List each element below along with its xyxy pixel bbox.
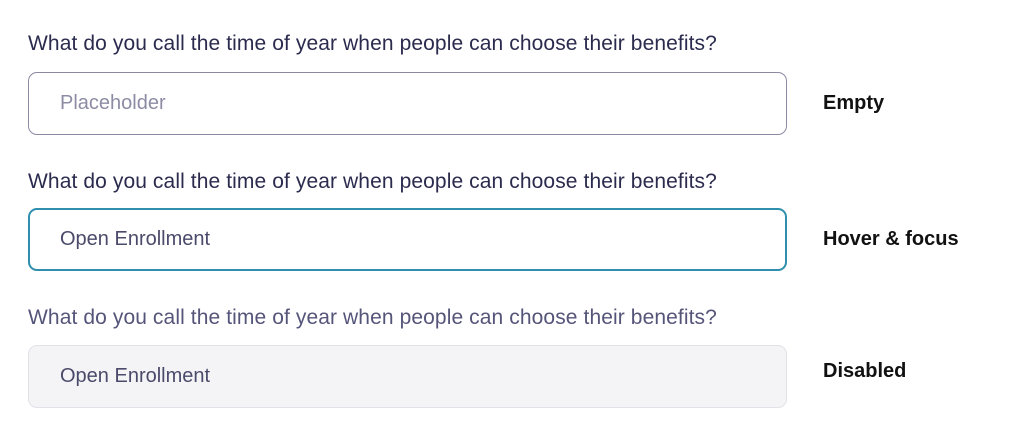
field-label-empty: What do you call the time of year when p… [28, 32, 717, 55]
text-input-empty[interactable] [28, 72, 787, 135]
text-input-disabled [28, 345, 787, 408]
state-label-empty: Empty [823, 92, 885, 114]
field-label-focus: What do you call the time of year when p… [28, 170, 717, 193]
state-label-focus: Hover & focus [823, 228, 959, 250]
state-label-disabled: Disabled [823, 360, 907, 382]
field-label-disabled: What do you call the time of year when p… [28, 306, 717, 329]
text-input-focus[interactable] [28, 208, 787, 271]
